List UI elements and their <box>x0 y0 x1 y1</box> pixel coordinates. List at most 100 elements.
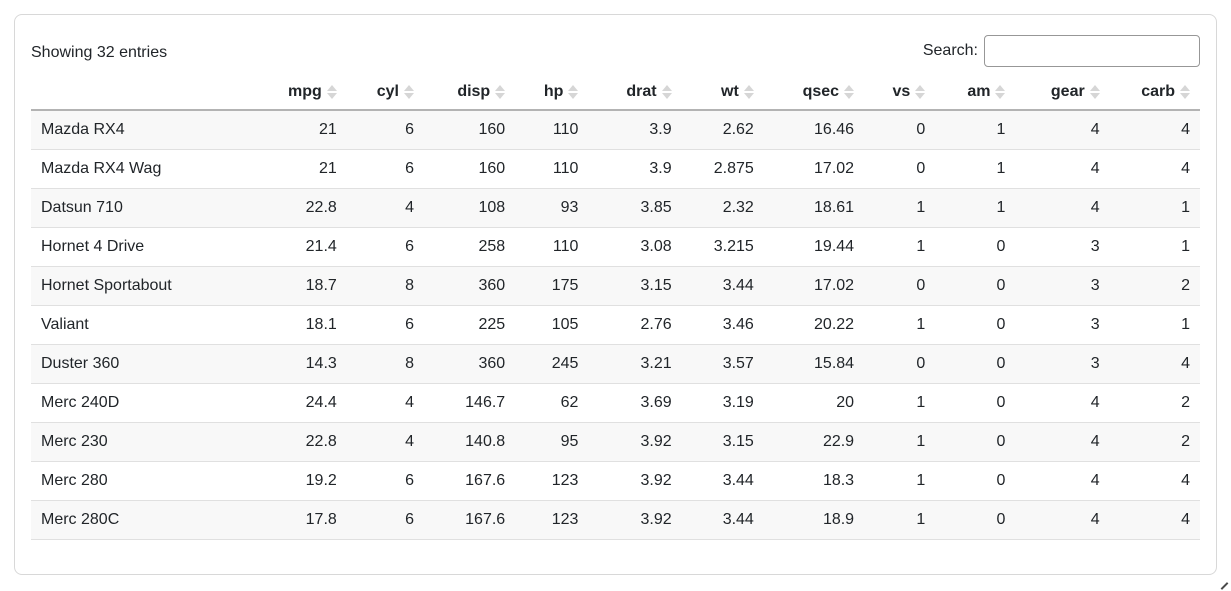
data-cell: 0 <box>864 149 936 189</box>
sort-icon <box>326 85 337 99</box>
data-cell: 21 <box>271 110 347 150</box>
column-header-qsec[interactable]: qsec <box>763 75 865 111</box>
data-cell: 3 <box>1015 227 1110 267</box>
data-cell: 4 <box>1109 461 1200 501</box>
data-cell: 19.44 <box>763 227 865 267</box>
sort-icon <box>1089 85 1100 99</box>
data-cell: 140.8 <box>423 422 516 462</box>
search-group: Search: <box>923 35 1200 67</box>
data-cell: 3.57 <box>681 344 764 384</box>
data-cell: 8 <box>346 266 424 306</box>
table-row: Duster 360 14.3 8 360 245 3.21 3.57 15.84 0 0 3 4 <box>31 344 1200 384</box>
data-cell: 15.84 <box>763 344 865 384</box>
table-row: Mazda RX4 21 6 160 110 3.9 2.62 16.46 0 1 4 4 <box>31 110 1200 150</box>
data-cell: 245 <box>515 344 589 384</box>
column-header-disp[interactable]: disp <box>423 75 516 111</box>
data-cell: 24.4 <box>271 383 347 423</box>
data-cell: 3.85 <box>588 188 682 228</box>
table-row: Merc 230 22.8 4 140.8 95 3.92 3.15 22.9 1 0 4 2 <box>31 422 1200 462</box>
data-cell: 4 <box>1109 500 1200 540</box>
data-cell: 146.7 <box>423 383 516 423</box>
table-row: Merc 280 19.2 6 167.6 123 3.92 3.44 18.3 1 0 4 4 <box>31 461 1200 501</box>
row-name-cell: Merc 280 <box>31 461 272 501</box>
data-cell: 17.8 <box>271 500 347 540</box>
data-cell: 0 <box>864 344 936 384</box>
column-header-gear[interactable]: gear <box>1015 75 1110 111</box>
data-cell: 8 <box>346 344 424 384</box>
data-cell: 2.32 <box>681 188 764 228</box>
column-header-drat[interactable]: drat <box>588 75 682 111</box>
data-cell: 175 <box>515 266 589 306</box>
data-cell: 17.02 <box>763 266 865 306</box>
row-name-cell: Hornet 4 Drive <box>31 227 272 267</box>
table-toolbar: Showing 32 entries Search: <box>31 35 1200 67</box>
column-header-am[interactable]: am <box>935 75 1016 111</box>
data-cell: 2 <box>1109 266 1200 306</box>
data-cell: 4 <box>1015 110 1110 150</box>
data-cell: 16.46 <box>763 110 865 150</box>
sort-icon <box>568 85 579 99</box>
data-cell: 3.21 <box>588 344 682 384</box>
sort-icon <box>403 85 414 99</box>
column-header-carb[interactable]: carb <box>1109 75 1200 111</box>
data-cell: 4 <box>1015 500 1110 540</box>
data-cell: 1 <box>1109 188 1200 228</box>
data-cell: 3.69 <box>588 383 682 423</box>
data-cell: 1 <box>864 188 936 228</box>
column-header-cyl[interactable]: cyl <box>346 75 424 111</box>
data-cell: 160 <box>423 110 516 150</box>
table-viewport[interactable]: mpg cyl disp hp drat wt qsec vs am gear carb Mazda… <box>31 75 1200 566</box>
data-cell: 2.76 <box>588 305 682 345</box>
column-label: vs <box>892 83 911 100</box>
datatable-card: Showing 32 entries Search: mpg cyl disp hp d… <box>14 14 1217 575</box>
data-cell: 3.92 <box>588 461 682 501</box>
data-cell: 3.92 <box>588 422 682 462</box>
data-cell: 4 <box>1015 383 1110 423</box>
data-cell: 3.46 <box>681 305 764 345</box>
data-cell: 2 <box>1109 422 1200 462</box>
data-cell: 0 <box>935 422 1016 462</box>
data-cell: 4 <box>1015 188 1110 228</box>
data-cell: 1 <box>935 149 1016 189</box>
data-cell: 3 <box>1015 266 1110 306</box>
column-header-vs[interactable]: vs <box>864 75 936 111</box>
data-cell: 18.1 <box>271 305 347 345</box>
data-cell: 0 <box>935 500 1016 540</box>
data-cell: 0 <box>935 305 1016 345</box>
column-header-wt[interactable]: wt <box>681 75 764 111</box>
data-cell: 93 <box>515 188 589 228</box>
row-name-cell: Hornet Sportabout <box>31 266 272 306</box>
data-cell: 3.44 <box>681 266 764 306</box>
data-cell: 17.02 <box>763 149 865 189</box>
data-cell: 3.19 <box>681 383 764 423</box>
header-row: mpg cyl disp hp drat wt qsec vs am gear carb <box>31 75 1200 111</box>
data-cell: 20.22 <box>763 305 865 345</box>
data-cell: 1 <box>864 383 936 423</box>
column-label: cyl <box>376 83 399 100</box>
search-input[interactable] <box>984 35 1200 67</box>
data-cell: 6 <box>346 149 424 189</box>
data-cell: 3 <box>1015 305 1110 345</box>
data-cell: 4 <box>1109 344 1200 384</box>
data-cell: 0 <box>864 110 936 150</box>
data-cell: 123 <box>515 500 589 540</box>
data-cell: 4 <box>1109 110 1200 150</box>
data-cell: 1 <box>935 110 1016 150</box>
row-name-cell: Mazda RX4 Wag <box>31 149 272 189</box>
data-cell: 4 <box>1109 149 1200 189</box>
sort-icon <box>844 85 855 99</box>
data-cell: 22.9 <box>763 422 865 462</box>
column-header-mpg[interactable]: mpg <box>271 75 347 111</box>
data-cell: 62 <box>515 383 589 423</box>
row-name-cell: Duster 360 <box>31 344 272 384</box>
data-cell: 105 <box>515 305 589 345</box>
data-cell: 0 <box>935 383 1016 423</box>
column-header-hp[interactable]: hp <box>515 75 589 111</box>
data-cell: 258 <box>423 227 516 267</box>
column-header-rowname[interactable] <box>31 75 272 111</box>
data-cell: 19.2 <box>271 461 347 501</box>
column-label: qsec <box>802 83 840 100</box>
data-cell: 0 <box>935 266 1016 306</box>
data-cell: 0 <box>935 344 1016 384</box>
data-cell: 95 <box>515 422 589 462</box>
